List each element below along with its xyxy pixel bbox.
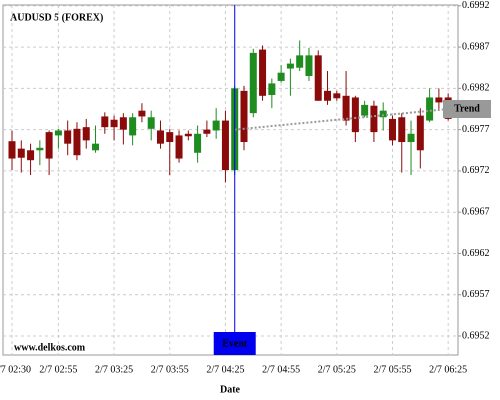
- x-tick-label: 2/7 02:30: [0, 364, 31, 375]
- y-tick-label: 0.6967: [462, 206, 490, 217]
- candle-body: [166, 132, 174, 143]
- candle-body: [296, 55, 304, 68]
- x-tick-label: 2/7 06:25: [429, 364, 467, 375]
- x-tick-label: 2/7 03:25: [95, 364, 133, 375]
- candle-body: [240, 90, 248, 143]
- watermark: www.delkos.com: [14, 342, 86, 353]
- candle-body: [388, 118, 396, 141]
- candle-body: [305, 55, 313, 76]
- x-tick-label: 2/7 03:55: [151, 364, 189, 375]
- candle-body: [27, 150, 35, 161]
- candle-body: [138, 110, 146, 117]
- candle-body: [45, 132, 53, 159]
- candle-body: [184, 133, 192, 137]
- candle-body: [36, 147, 44, 151]
- candle-body: [8, 141, 16, 159]
- candle-body: [129, 117, 137, 136]
- event-label-box: [213, 332, 256, 355]
- chart-title: AUDUSD 5 (FOREX): [10, 12, 103, 23]
- x-tick-label: 2/7 04:55: [262, 364, 300, 375]
- x-axis-title: Date: [220, 384, 241, 395]
- candle-body: [277, 72, 285, 81]
- candle-body: [119, 117, 127, 130]
- plot-frame: [2, 4, 459, 356]
- candle-body: [286, 63, 294, 69]
- candle-body: [416, 115, 424, 151]
- candle-body: [351, 97, 359, 133]
- candle-body: [156, 130, 164, 144]
- candle-body: [426, 97, 434, 121]
- candle-body: [435, 97, 443, 103]
- y-tick-label: 0.6992: [462, 0, 490, 11]
- x-tick-label: 2/7 02:55: [39, 364, 77, 375]
- trend-line: [234, 108, 449, 131]
- x-tick-label: 2/7 05:55: [373, 364, 411, 375]
- y-tick-label: 0.6957: [462, 289, 490, 300]
- candle-body: [101, 116, 109, 128]
- candle-body: [64, 130, 72, 144]
- candle-body: [379, 110, 387, 118]
- candle-body: [147, 117, 155, 129]
- y-tick-label: 0.6982: [462, 83, 490, 94]
- candle-body: [333, 93, 341, 99]
- candle-body: [212, 120, 220, 131]
- candle-body: [54, 130, 62, 136]
- candle-body: [221, 120, 229, 171]
- candle-body: [17, 148, 25, 158]
- candle-body: [73, 128, 81, 156]
- candle-body: [324, 90, 332, 101]
- x-tick-label: 2/7 04:25: [206, 364, 244, 375]
- y-tick-label: 0.6987: [462, 41, 490, 52]
- y-tick-label: 0.6972: [462, 165, 490, 176]
- y-tick-label: 0.6952: [462, 330, 490, 341]
- y-tick-label: 0.6977: [462, 124, 490, 135]
- candle-body: [175, 135, 183, 159]
- candle-body: [398, 117, 406, 143]
- candle-body: [203, 129, 211, 134]
- trend-label: Trend: [454, 103, 480, 114]
- candle-body: [82, 127, 90, 141]
- event-label: Event: [222, 338, 248, 349]
- candle-body: [342, 95, 350, 121]
- candle-body: [370, 105, 378, 133]
- candle-body: [249, 52, 257, 114]
- candle-body: [407, 133, 415, 143]
- candle-body: [110, 119, 118, 128]
- candle-body: [194, 133, 202, 153]
- x-tick-label: 2/7 05:25: [318, 364, 356, 375]
- candle-body: [92, 143, 100, 151]
- y-tick-label: 0.6962: [462, 248, 490, 259]
- candle-body: [314, 55, 322, 101]
- candle-body: [259, 49, 267, 96]
- candle-body: [361, 104, 369, 116]
- trend-label-box: [443, 100, 491, 119]
- candle-body: [268, 83, 276, 95]
